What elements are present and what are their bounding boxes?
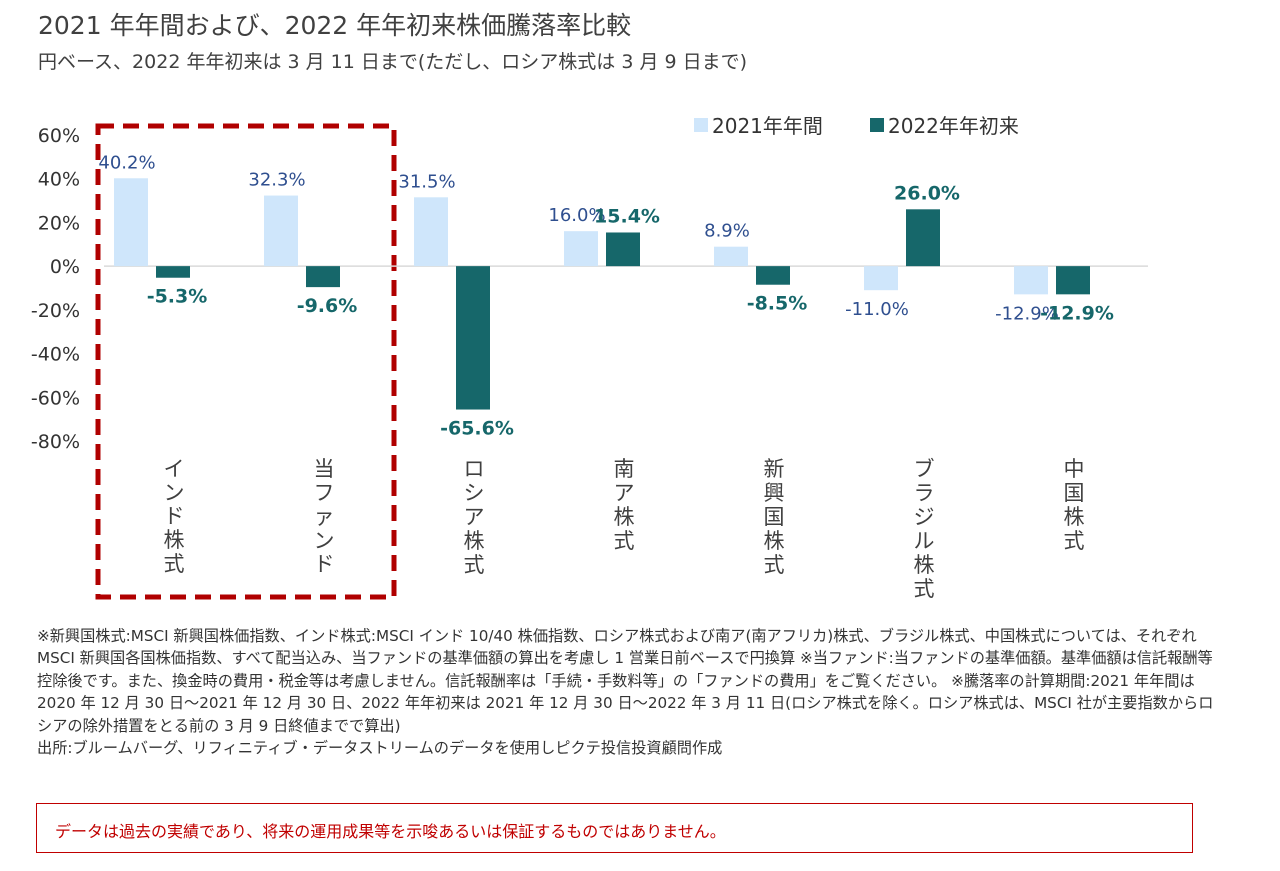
bar — [456, 266, 490, 410]
y-axis: 60% 40% 20% 0% -20% -40% -60% -80% — [31, 125, 1148, 453]
category-label: ド — [314, 552, 335, 576]
legend-label: 2022年年初来 — [888, 114, 1019, 138]
bar-layer — [114, 178, 1090, 410]
data-label: -65.6% — [440, 418, 514, 440]
bar — [1056, 266, 1090, 295]
legend: 2021年年間 2022年年初来 — [694, 114, 1019, 138]
y-tick-label: 0% — [50, 256, 80, 278]
data-label: 8.9% — [704, 221, 750, 242]
data-label: 40.2% — [98, 152, 155, 173]
chart-subtitle: 円ベース、2022 年年初来は 3 月 11 日まで(ただし、ロシア株式は 3 … — [38, 51, 748, 73]
category-label: ン — [314, 529, 335, 553]
y-tick-label: 60% — [38, 125, 80, 147]
highlight-layer — [95, 123, 397, 600]
category-label: 式 — [1064, 529, 1085, 553]
category-label: 式 — [764, 553, 785, 577]
data-label-layer: 40.2% -5.3% 32.3% -9.6% 31.5% -65.6% 16.0%15.4… — [98, 152, 1114, 439]
data-label: 31.5% — [398, 171, 455, 192]
legend-swatch — [694, 118, 708, 132]
category-label: ル — [914, 529, 935, 553]
category-label: 国 — [1064, 481, 1085, 505]
category-label: ア — [464, 505, 485, 529]
category-label: 株 — [614, 505, 635, 529]
legend-swatch — [870, 118, 884, 132]
y-tick-label: 20% — [38, 212, 80, 234]
category-label: 中 — [1064, 457, 1085, 481]
bar — [1014, 266, 1048, 295]
data-label: -11.0% — [845, 299, 909, 320]
category-label: 式 — [464, 553, 485, 577]
category-label: フ — [314, 481, 335, 505]
data-label: 32.3% — [248, 170, 305, 191]
category-label: ァ — [314, 505, 335, 529]
category-label: 式 — [164, 552, 185, 576]
category-label: イ — [164, 457, 185, 481]
category-label: 式 — [614, 529, 635, 553]
category-label: 株 — [1064, 505, 1085, 529]
bar — [564, 231, 598, 267]
y-tick-label: -20% — [31, 300, 80, 322]
category-label: 株 — [464, 529, 485, 553]
category-label: 興 — [764, 481, 785, 505]
bar — [306, 266, 340, 288]
y-tick-label: 40% — [38, 169, 80, 191]
y-tick-label: -40% — [31, 344, 80, 366]
data-label: 26.0% — [894, 182, 960, 204]
category-label: 新 — [764, 457, 785, 481]
category-label: シ — [464, 481, 485, 505]
chart-title: 2021 年年間および、2022 年年初来株価騰落率比較 — [38, 11, 632, 40]
category-label: 株 — [914, 553, 935, 577]
category-label: 式 — [914, 577, 935, 601]
category-label: ア — [614, 481, 635, 505]
category-label: ブ — [914, 457, 935, 481]
footnote-text: ※新興国株式:MSCI 新興国株価指数、インド株式:MSCI インド 10/40… — [37, 627, 1214, 735]
disclaimer-box: データは過去の実績であり、将来の運用成果等を示唆あるいは保証するものではありませ… — [36, 803, 1193, 853]
y-tick-label: -80% — [31, 431, 80, 453]
bar — [714, 246, 748, 267]
source-text: 出所:ブルームバーグ、リフィニティブ・データストリームのデータを使用しピクテ投信… — [37, 739, 723, 758]
category-label: ラ — [914, 481, 935, 505]
category-label: 南 — [614, 457, 635, 481]
legend-label: 2021年年間 — [712, 114, 823, 138]
data-label: -12.9% — [1040, 302, 1114, 324]
data-label: -5.3% — [147, 286, 208, 308]
disclaimer-text: データは過去の実績であり、将来の運用成果等を示唆あるいは保証するものではありませ… — [55, 822, 726, 841]
bar — [414, 197, 448, 267]
bar — [114, 178, 148, 267]
bar — [264, 195, 298, 267]
bar — [606, 232, 640, 267]
category-label: ド — [164, 504, 185, 528]
category-label: ロ — [464, 457, 485, 481]
footnotes: ※新興国株式:MSCI 新興国株価指数、インド株式:MSCI インド 10/40… — [37, 625, 1222, 759]
data-label: 15.4% — [594, 205, 660, 227]
category-label: ジ — [914, 505, 935, 529]
bar — [156, 266, 190, 278]
category-label: 当 — [314, 457, 335, 481]
bar — [756, 266, 790, 285]
y-tick-label: -60% — [31, 387, 80, 409]
category-label: 株 — [764, 529, 785, 553]
data-label: -9.6% — [297, 295, 358, 317]
bar — [864, 266, 898, 291]
data-label: -8.5% — [747, 293, 808, 315]
bar-chart: 60% 40% 20% 0% -20% -40% -60% -80% 40.2% -5.3% 32… — [31, 114, 1148, 601]
category-label: ン — [164, 481, 185, 505]
data-label: 16.0% — [548, 205, 605, 226]
highlight-box — [95, 123, 397, 600]
category-label: 国 — [764, 505, 785, 529]
category-label: 株 — [164, 528, 185, 552]
bar — [906, 209, 940, 267]
data-label: -12.9% — [995, 303, 1059, 324]
